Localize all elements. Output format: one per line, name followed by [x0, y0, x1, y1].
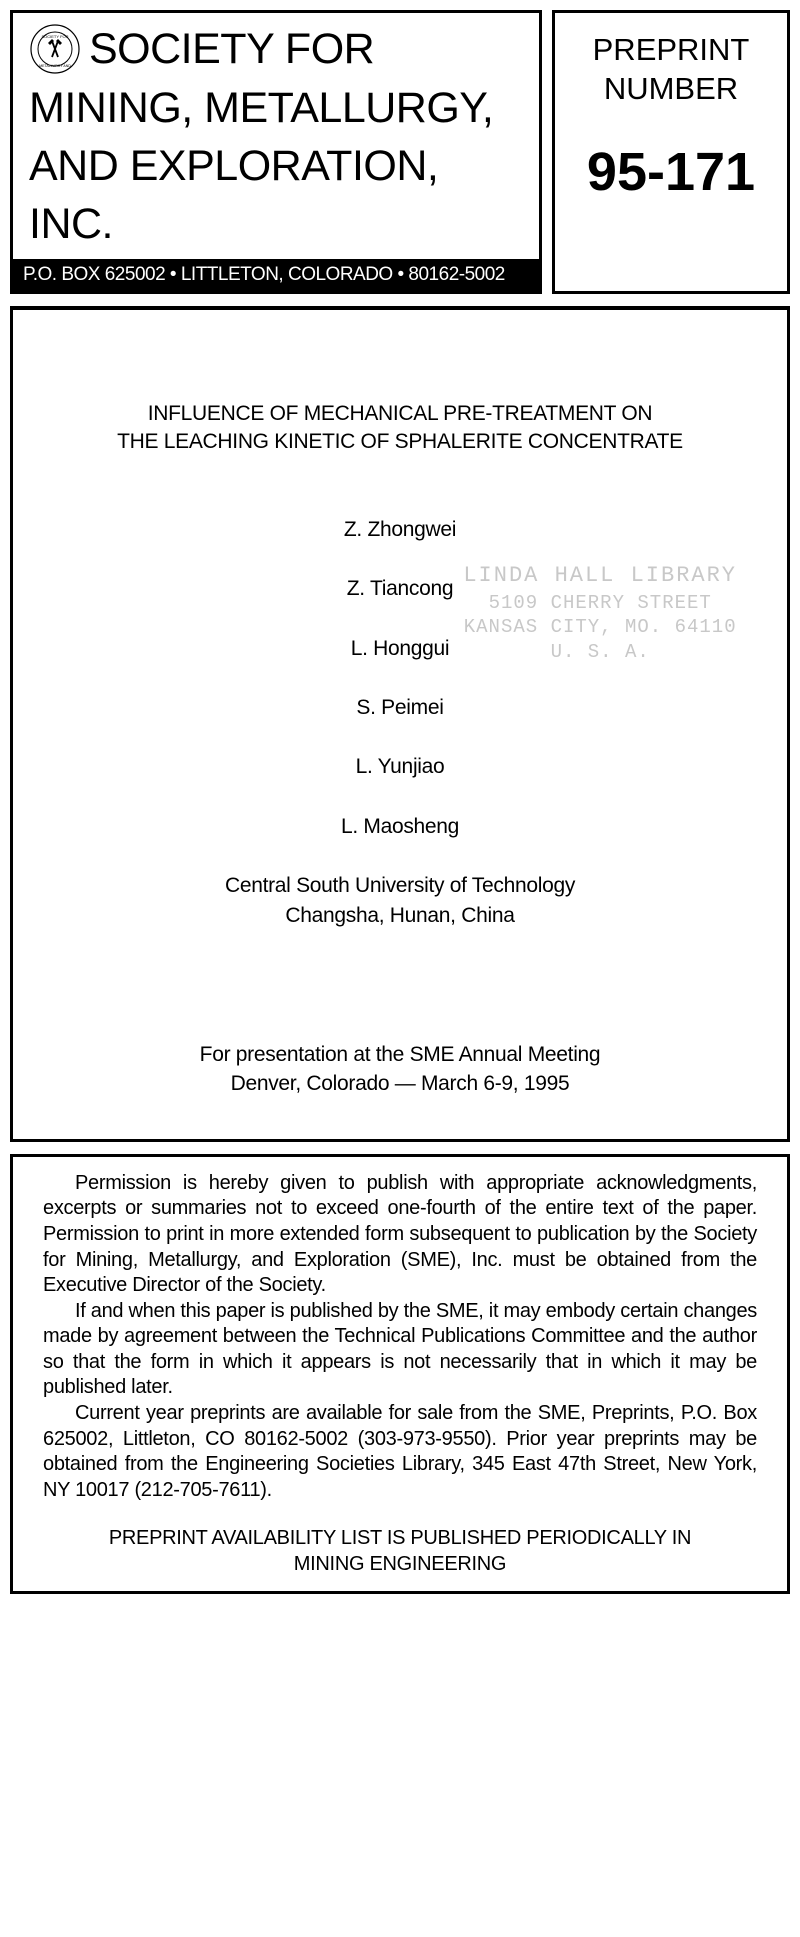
permission-text: Permission is hereby given to publish wi… [43, 1171, 757, 1504]
organization-content: SOCIETY FOR METALLURGY AND SOCIETY FOR M… [13, 13, 539, 259]
svg-text:METALLURGY AND: METALLURGY AND [39, 64, 71, 68]
preprint-label-line1: PREPRINT [593, 32, 750, 67]
library-stamp: LINDA HALL LIBRARY 5109 CHERRY STREET KA… [463, 562, 737, 665]
org-name-line3: AND EXPLORATION, INC. [29, 137, 523, 253]
stamp-line2: 5109 CHERRY STREET [463, 591, 737, 616]
affiliation: Central South University of Technology C… [63, 871, 737, 930]
stamp-line4: U. S. A. [463, 640, 737, 665]
affiliation-line2: Changsha, Hunan, China [285, 904, 514, 927]
header-row: SOCIETY FOR METALLURGY AND SOCIETY FOR M… [10, 10, 790, 294]
author-4: S. Peimei [63, 693, 737, 722]
presentation-info: For presentation at the SME Annual Meeti… [63, 1040, 737, 1099]
org-name-line2: MINING, METALLURGY, [29, 79, 523, 137]
sme-seal-icon: SOCIETY FOR METALLURGY AND [29, 23, 81, 75]
author-5: L. Yunjiao [63, 752, 737, 781]
permission-footer: PREPRINT AVAILABILITY LIST IS PUBLISHED … [43, 1525, 757, 1577]
paper-info-box: INFLUENCE OF MECHANICAL PRE-TREATMENT ON… [10, 306, 790, 1142]
preprint-label: PREPRINT NUMBER [593, 31, 750, 109]
svg-text:SOCIETY FOR: SOCIETY FOR [41, 34, 68, 39]
stamp-line1: LINDA HALL LIBRARY [463, 562, 737, 591]
permission-footer-line2: MINING ENGINEERING [294, 1553, 506, 1575]
presentation-line1: For presentation at the SME Annual Meeti… [200, 1043, 601, 1066]
author-1: Z. Zhongwei [63, 515, 737, 544]
organization-box: SOCIETY FOR METALLURGY AND SOCIETY FOR M… [10, 10, 542, 294]
stamp-line3: KANSAS CITY, MO. 64110 [463, 615, 737, 640]
permission-footer-line1: PREPRINT AVAILABILITY LIST IS PUBLISHED … [109, 1527, 691, 1549]
preprint-label-line2: NUMBER [604, 71, 738, 106]
paper-title: INFLUENCE OF MECHANICAL PRE-TREATMENT ON… [63, 400, 737, 457]
paper-title-line2: THE LEACHING KINETIC OF SPHALERITE CONCE… [117, 430, 683, 453]
author-6: L. Maosheng [63, 812, 737, 841]
organization-address: P.O. BOX 625002 • LITTLETON, COLORADO • … [13, 259, 539, 291]
affiliation-line1: Central South University of Technology [225, 874, 575, 897]
permission-box: Permission is hereby given to publish wi… [10, 1154, 790, 1595]
presentation-line2: Denver, Colorado — March 6-9, 1995 [231, 1072, 570, 1095]
permission-para3: Current year preprints are available for… [43, 1401, 757, 1503]
paper-title-line1: INFLUENCE OF MECHANICAL PRE-TREATMENT ON [148, 402, 653, 425]
permission-para2: If and when this paper is published by t… [43, 1299, 757, 1401]
org-name-line1: SOCIETY FOR [89, 25, 374, 74]
preprint-number-value: 95-171 [587, 141, 755, 203]
preprint-number-box: PREPRINT NUMBER 95-171 [552, 10, 790, 294]
org-line-1: SOCIETY FOR METALLURGY AND SOCIETY FOR [29, 23, 523, 75]
permission-para1: Permission is hereby given to publish wi… [43, 1171, 757, 1299]
